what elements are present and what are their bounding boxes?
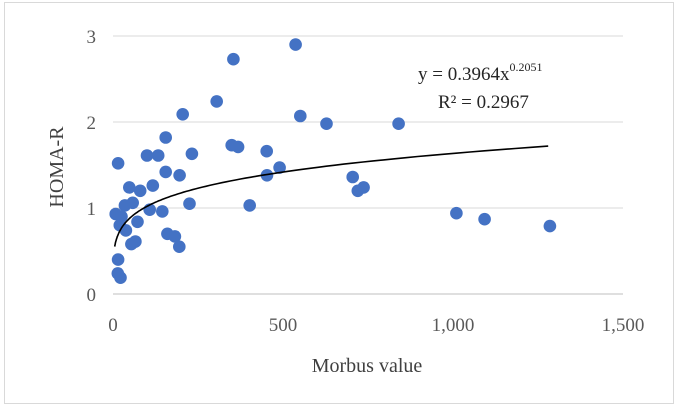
data-point [176, 108, 189, 121]
y-axis-title: HOMA-R [46, 126, 68, 208]
data-points [109, 38, 557, 285]
data-point [357, 181, 370, 194]
data-point [146, 179, 160, 192]
data-point [140, 149, 154, 162]
data-point [111, 253, 125, 266]
data-point [346, 170, 360, 184]
data-point [185, 147, 199, 161]
data-point [183, 197, 196, 210]
data-point [210, 95, 223, 108]
x-tick-label: 0 [108, 315, 118, 336]
power-trendline [113, 145, 549, 247]
data-point [243, 199, 256, 212]
data-point [173, 240, 186, 253]
x-axis-title: Morbus value [312, 355, 423, 377]
data-point [543, 219, 557, 233]
y-tick-labels: 0 1 2 3 [87, 27, 97, 306]
data-point [231, 140, 245, 154]
chart-frame [4, 2, 674, 404]
data-point [478, 212, 491, 226]
y-tick-label: 3 [87, 27, 97, 48]
y-tick-label: 1 [87, 199, 97, 220]
data-point [173, 169, 186, 182]
data-point [260, 144, 274, 158]
data-point [131, 215, 144, 229]
data-point [159, 165, 172, 179]
y-tick-label: 2 [87, 113, 97, 134]
x-tick-label: 500 [269, 315, 298, 336]
x-tick-label: 1,000 [432, 315, 475, 336]
trendline-equation: y = 0.3964x0.2051 [418, 60, 542, 85]
data-point [118, 199, 132, 212]
data-point [159, 131, 172, 144]
data-point [289, 38, 302, 51]
x-tick-labels: 0 500 1,000 1,500 [108, 315, 644, 336]
data-point [111, 157, 125, 170]
y-tick-label: 0 [87, 285, 97, 306]
data-point [227, 52, 240, 66]
data-point [125, 237, 138, 251]
gridlines [113, 35, 623, 295]
data-point [133, 184, 147, 198]
data-point [320, 117, 333, 130]
data-point [450, 206, 463, 220]
data-point [294, 109, 307, 123]
data-point [119, 224, 133, 237]
x-tick-label: 1,500 [602, 315, 645, 336]
data-point [151, 149, 165, 162]
data-point [273, 161, 286, 174]
data-point [114, 271, 127, 285]
data-point [156, 205, 169, 218]
data-point [123, 181, 136, 194]
r-squared-label: R² = 0.2967 [438, 92, 529, 113]
data-point [168, 230, 182, 243]
data-point [392, 117, 405, 130]
